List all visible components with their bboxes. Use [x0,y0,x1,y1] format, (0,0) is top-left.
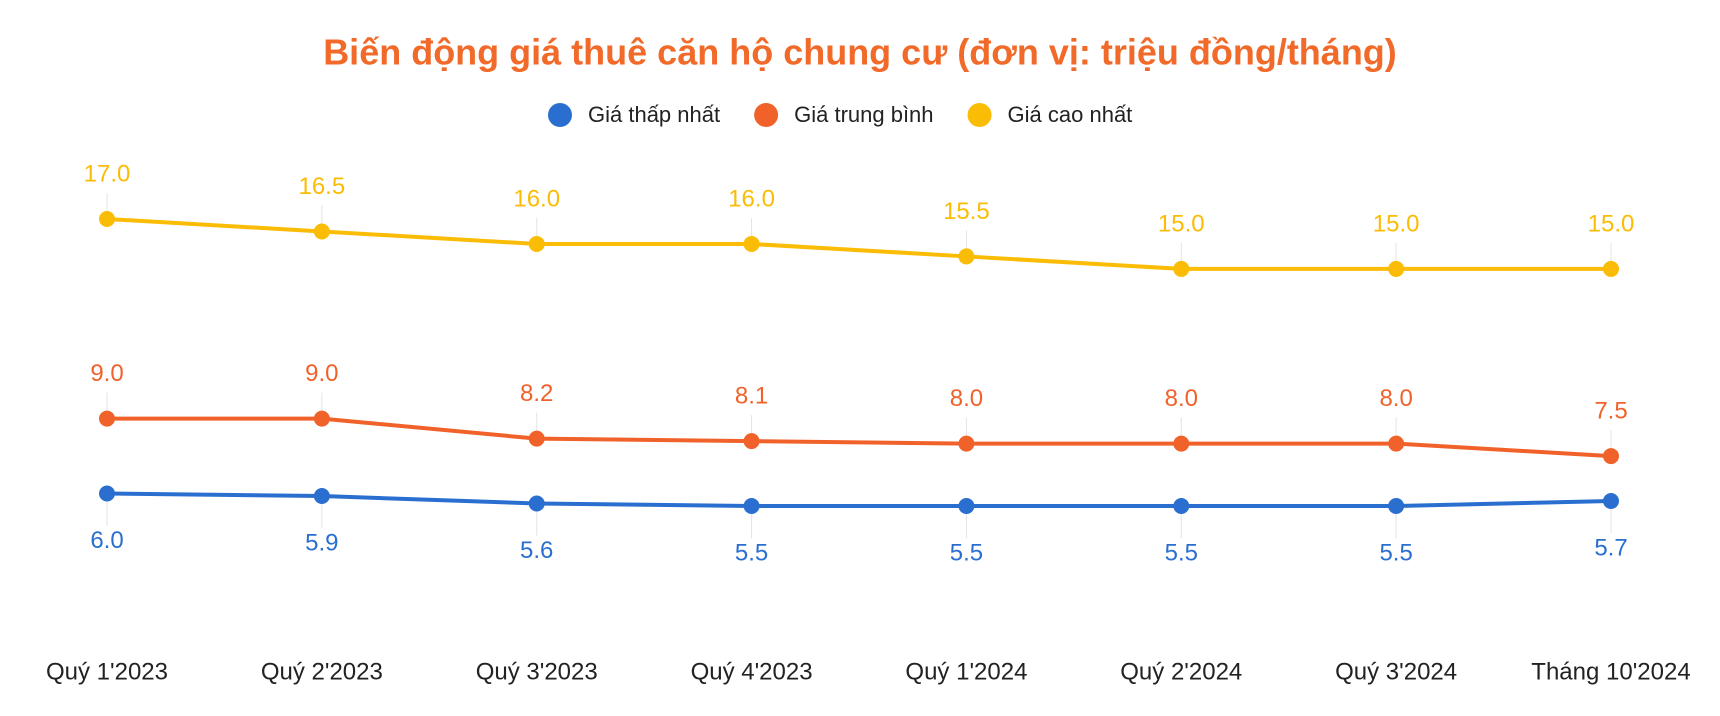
data-label: 5.5 [1165,539,1198,566]
point [1603,493,1619,510]
data-label: 5.5 [735,539,768,566]
point [743,498,760,514]
x-tick-label: Quý 2'2023 [261,658,383,685]
data-label: 6.0 [90,527,123,554]
x-tick-label: Quý 3'2024 [1335,658,1457,685]
point [1388,260,1405,277]
point [99,410,115,427]
legend-marker [754,103,779,127]
data-label: 15.0 [1158,210,1205,237]
point [1388,435,1405,452]
point [1173,435,1190,452]
x-tick-label: Quý 3'2023 [476,658,598,685]
data-label: 16.0 [728,185,775,212]
point [743,235,760,252]
point [313,488,330,505]
point [528,430,545,447]
x-tick-label: Quý 2'2024 [1120,658,1242,685]
point [1173,260,1190,277]
point [528,495,545,512]
data-label: 7.5 [1594,397,1627,424]
point [1388,498,1405,514]
data-label: 8.2 [520,380,553,407]
data-label: 16.5 [298,173,345,200]
legend-label: Giá cao nhất [1008,102,1133,127]
chart-title: Biến động giá thuê căn hộ chung cư (đơn … [323,32,1397,73]
point [528,235,545,252]
data-label: 5.5 [1379,539,1412,566]
legend-label: Giá thấp nhất [588,102,720,127]
legend-marker [548,103,572,127]
point [743,433,760,450]
x-tick-label: Quý 1'2024 [905,658,1027,685]
point [1173,498,1190,514]
x-tick-label: Quý 4'2023 [691,658,813,685]
data-label: 8.1 [735,382,768,409]
x-tick-label: Quý 1'2023 [46,658,168,685]
point [99,211,115,227]
legend-label: Giá trung bình [794,102,933,127]
point [313,410,330,427]
data-label: 8.0 [950,385,983,412]
data-label: 5.9 [305,529,338,556]
point [958,248,975,265]
point [313,223,330,240]
data-label: 9.0 [305,360,338,387]
x-tick-label: Tháng 10'2024 [1531,658,1690,685]
point [1603,448,1619,465]
point [99,485,115,502]
data-label: 5.6 [520,537,553,564]
point [958,498,975,514]
point [958,435,975,452]
data-label: 16.0 [513,185,560,212]
data-label: 15.0 [1373,210,1420,237]
series-line [106,491,1612,508]
point [1603,260,1619,277]
data-label: 17.0 [84,160,131,187]
data-label: 9.0 [90,360,123,387]
data-label: 8.0 [1165,385,1198,412]
data-label: 8.0 [1379,385,1412,412]
series-line [107,416,1612,459]
legend-marker [967,103,992,127]
data-label: 5.5 [950,539,983,566]
series-line [106,217,1611,271]
data-label: 15.0 [1588,210,1635,237]
data-label: 15.5 [943,198,990,225]
data-label: 5.7 [1594,534,1627,561]
